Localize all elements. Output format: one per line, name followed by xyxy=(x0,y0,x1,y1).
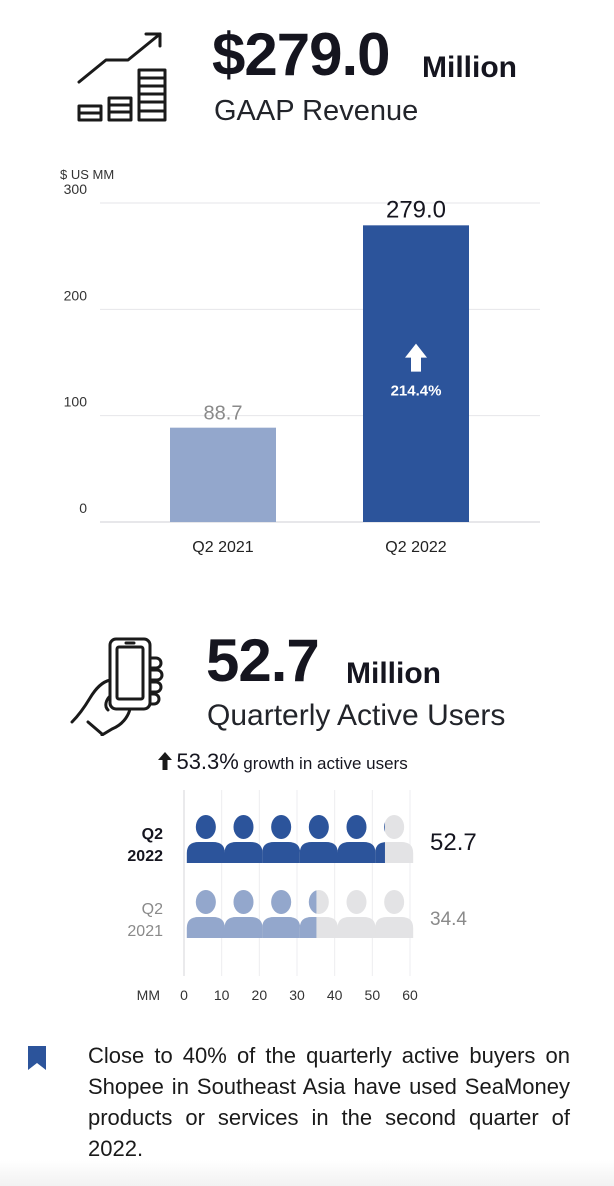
users-value: 52.7 xyxy=(206,627,320,694)
filled-person-icon xyxy=(337,815,376,863)
y-tick-label: 100 xyxy=(64,394,88,410)
users-label: Quarterly Active Users xyxy=(207,699,506,732)
person-head xyxy=(346,890,367,914)
filled-person-icon xyxy=(299,890,317,938)
y-tick-label: 300 xyxy=(64,181,88,197)
filled-person-icon xyxy=(186,815,225,863)
bar-value-label: 279.0 xyxy=(386,196,446,223)
person-body xyxy=(224,917,263,938)
person-body xyxy=(224,842,263,863)
revenue-value: $279.0 xyxy=(212,21,391,88)
person-body xyxy=(375,917,414,938)
y-tick-label: 0 xyxy=(79,500,87,516)
users-icon-wrap xyxy=(70,636,164,737)
filled-person-icon xyxy=(224,815,263,863)
person-head xyxy=(308,890,317,914)
person-body xyxy=(375,842,385,863)
users-unit: Million xyxy=(346,657,441,690)
y-axis-label: $ US MM xyxy=(60,167,114,182)
x-tick-label: 50 xyxy=(365,987,381,1003)
person-head xyxy=(271,815,292,839)
person-body xyxy=(337,917,376,938)
person-head xyxy=(384,890,405,914)
filled-person-icon xyxy=(262,815,301,863)
person-body xyxy=(186,917,225,938)
arrow-up-icon xyxy=(405,343,427,372)
x-tick-label: 20 xyxy=(252,987,268,1003)
filled-person-icon xyxy=(299,815,338,863)
filled-person-icon xyxy=(262,890,301,938)
row-value-label: 34.4 xyxy=(430,909,467,930)
revenue-unit: Million xyxy=(422,51,517,84)
x-tick-label: 60 xyxy=(402,987,418,1003)
person-head xyxy=(271,890,292,914)
pictograph-row xyxy=(186,890,414,938)
growth-value: 53.3% xyxy=(176,749,239,774)
person-body xyxy=(262,917,301,938)
x-axis-label: MM xyxy=(137,987,160,1003)
person-head xyxy=(233,815,254,839)
bookmark-icon xyxy=(28,1046,46,1070)
row-label-line2: 2021 xyxy=(127,923,163,940)
person-body xyxy=(262,842,301,863)
users-pictograph-chart: 0 10 20 30 40 50 60 MM Q2 2022 52.7 Q2 2021 34.4 xyxy=(127,790,477,1003)
person-head xyxy=(384,822,385,832)
person-body xyxy=(299,917,317,938)
revenue-bar-chart: $ US MM 0 100 200 300 88.7 Q2 2021 279.0 Q2 2022… xyxy=(60,167,540,556)
person-body xyxy=(299,842,338,863)
x-tick-label: 10 xyxy=(214,987,230,1003)
person-body xyxy=(186,842,225,863)
x-tick-label: 0 xyxy=(180,987,188,1003)
row-label-line1: Q2 xyxy=(142,826,163,843)
person-head xyxy=(195,890,216,914)
note-icon-wrap xyxy=(28,1046,46,1075)
row-label-line2: 2022 xyxy=(127,848,163,865)
row-value-label: 52.7 xyxy=(430,829,477,856)
growth-text: growth in active users xyxy=(243,754,408,773)
arrow-up-icon xyxy=(158,752,172,770)
filled-person-icon xyxy=(224,890,263,938)
bar-q2-2022 xyxy=(363,225,469,522)
hand-phone-icon xyxy=(70,637,164,737)
x-tick-label: 30 xyxy=(289,987,305,1003)
row-label-line1: Q2 xyxy=(142,901,163,918)
growth-line: 53.3% growth in active users xyxy=(158,749,408,775)
person-head xyxy=(384,815,405,839)
x-tick-label: 40 xyxy=(327,987,343,1003)
person-head xyxy=(346,815,367,839)
note-text: Close to 40% of the quarterly active buy… xyxy=(88,1043,570,1161)
person-head xyxy=(195,815,216,839)
filled-person-icon xyxy=(186,890,225,938)
person-head xyxy=(233,890,254,914)
x-tick-label: Q2 2022 xyxy=(385,539,446,556)
x-tick-label: Q2 2021 xyxy=(192,539,253,556)
bar-q2-2021 xyxy=(170,427,276,522)
bar-value-label: 88.7 xyxy=(204,403,243,425)
person-body xyxy=(337,842,376,863)
footer-fade xyxy=(0,1160,614,1186)
revenue-label: GAAP Revenue xyxy=(214,95,419,127)
revenue-icon-wrap xyxy=(76,30,168,124)
person-head xyxy=(308,815,329,839)
growth-chart-icon xyxy=(77,32,167,122)
pictograph-row xyxy=(186,815,414,863)
y-tick-label: 200 xyxy=(64,287,88,303)
growth-annotation: 214.4% xyxy=(391,383,442,400)
filled-person-icon xyxy=(375,822,385,863)
